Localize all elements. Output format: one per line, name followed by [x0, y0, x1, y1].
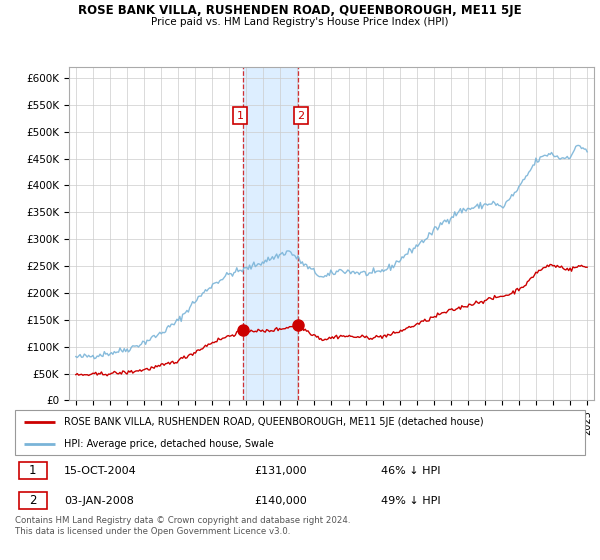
Text: Price paid vs. HM Land Registry's House Price Index (HPI): Price paid vs. HM Land Registry's House …	[151, 17, 449, 27]
Text: 1: 1	[236, 110, 244, 120]
FancyBboxPatch shape	[19, 492, 47, 509]
Text: £140,000: £140,000	[254, 496, 307, 506]
Text: £131,000: £131,000	[254, 466, 307, 476]
Text: HPI: Average price, detached house, Swale: HPI: Average price, detached house, Swal…	[64, 438, 274, 449]
Text: 2: 2	[29, 494, 37, 507]
Text: 03-JAN-2008: 03-JAN-2008	[64, 496, 134, 506]
Text: Contains HM Land Registry data © Crown copyright and database right 2024.
This d: Contains HM Land Registry data © Crown c…	[15, 516, 350, 536]
Text: ROSE BANK VILLA, RUSHENDEN ROAD, QUEENBOROUGH, ME11 5JE (detached house): ROSE BANK VILLA, RUSHENDEN ROAD, QUEENBO…	[64, 417, 484, 427]
Text: 15-OCT-2004: 15-OCT-2004	[64, 466, 137, 476]
Text: 2: 2	[298, 110, 305, 120]
Text: 49% ↓ HPI: 49% ↓ HPI	[380, 496, 440, 506]
Bar	[242, 67, 298, 400]
FancyBboxPatch shape	[19, 463, 47, 479]
Text: 1: 1	[29, 464, 37, 478]
Text: ROSE BANK VILLA, RUSHENDEN ROAD, QUEENBOROUGH, ME11 5JE: ROSE BANK VILLA, RUSHENDEN ROAD, QUEENBO…	[78, 4, 522, 17]
Text: 46% ↓ HPI: 46% ↓ HPI	[380, 466, 440, 476]
FancyBboxPatch shape	[15, 410, 585, 455]
